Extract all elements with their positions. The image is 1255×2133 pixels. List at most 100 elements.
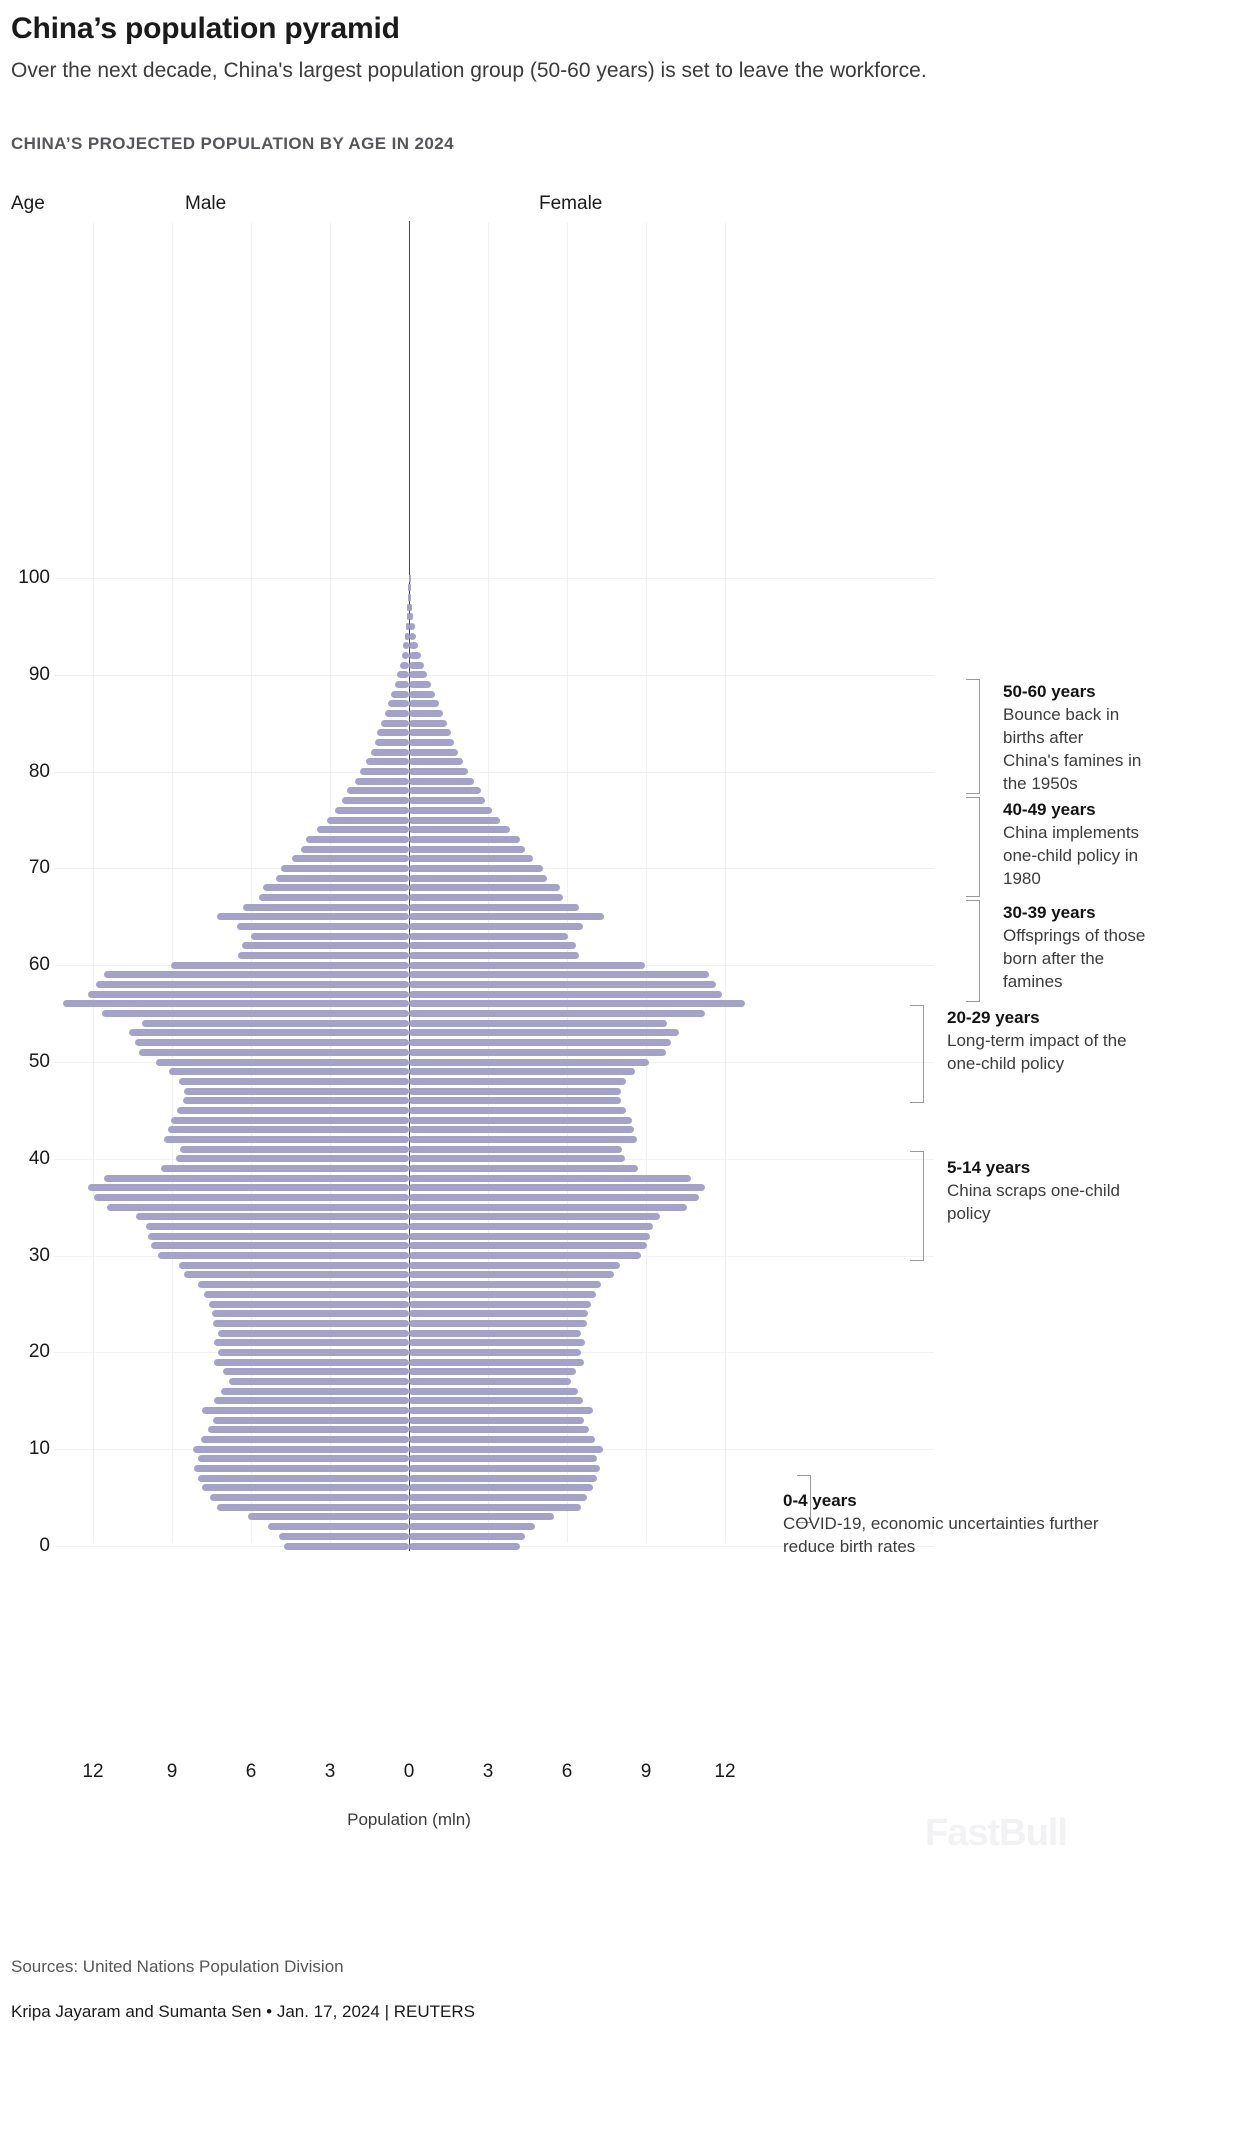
bar-male — [145, 1223, 409, 1231]
bar-male — [403, 642, 409, 650]
bar-male — [384, 710, 409, 718]
bar-male — [203, 1290, 409, 1298]
bar-male — [283, 1542, 409, 1550]
bar-female — [409, 1465, 600, 1473]
anno-20-29: 20-29 years Long-term impact of the one-c… — [947, 1007, 1162, 1075]
grid-line-vertical — [330, 223, 331, 1543]
bar-male — [170, 961, 409, 969]
bar-female — [409, 622, 415, 630]
bar-female — [409, 1048, 666, 1056]
bar-female — [409, 1261, 620, 1269]
bar-female — [409, 719, 448, 727]
bar-female — [409, 1532, 525, 1540]
bar-male — [214, 1397, 409, 1405]
x-axis-title: Population (mln) — [347, 1810, 471, 1829]
bar-female — [409, 1184, 706, 1192]
bar-female — [409, 1281, 602, 1289]
bar-male — [374, 739, 409, 747]
bar-male — [128, 1029, 409, 1037]
grid-line-vertical — [567, 223, 568, 1543]
x-axis-tick-label: 9 — [166, 1761, 178, 1782]
bar-female — [409, 777, 474, 785]
bar-male — [169, 1068, 409, 1076]
bar-male — [394, 680, 409, 688]
bar-female — [409, 797, 486, 805]
annotation-title: 5-14 years — [947, 1158, 1031, 1177]
bar-male — [301, 845, 409, 853]
bar-female — [409, 1397, 583, 1405]
anno-0-4: 0-4 years COVID-19, economic uncertaintie… — [783, 1490, 1113, 1558]
bar-female — [409, 942, 577, 950]
bar-female — [409, 1406, 594, 1414]
bar-female — [409, 1000, 745, 1008]
bar-male — [401, 651, 409, 659]
bar-female — [409, 1203, 687, 1211]
credit-line: Kripa Jayaram and Sumanta Sen • Jan. 17,… — [11, 2002, 475, 2021]
bar-male — [156, 1058, 409, 1066]
bar-female — [409, 1213, 661, 1221]
bar-female — [409, 574, 411, 582]
y-axis-tick-label: 100 — [18, 567, 50, 588]
y-axis-tick-label: 70 — [28, 857, 50, 879]
y-axis-tick-label: 90 — [28, 663, 50, 685]
bar-male — [148, 1232, 409, 1240]
bar-female — [409, 1358, 585, 1366]
bar-female — [409, 971, 710, 979]
bar-female — [409, 768, 469, 776]
bar-male — [198, 1455, 409, 1463]
x-axis-ticks: 12 9 6 3 0 3 6 9 12 — [0, 1761, 900, 1791]
chart-kicker: CHINA’S PROJECTED POPULATION BY AGE IN 2… — [11, 134, 454, 153]
bar-female — [409, 1416, 585, 1424]
x-axis-tick-label: 12 — [714, 1761, 736, 1782]
bar-male — [135, 1039, 409, 1047]
bar-male — [182, 1097, 409, 1105]
bar-male — [178, 1261, 409, 1269]
bar-female — [409, 1242, 648, 1250]
bar-female — [409, 584, 411, 592]
bar-female — [409, 1523, 536, 1531]
bar-male — [248, 1513, 409, 1521]
annotation-title: 50-60 years — [1003, 682, 1096, 701]
bar-female — [409, 1058, 649, 1066]
annotation-bracket — [797, 1475, 811, 1523]
bar-male — [150, 1242, 409, 1250]
bar-female — [409, 806, 492, 814]
bar-female — [409, 651, 422, 659]
bar-female — [409, 1484, 594, 1492]
bar-male — [220, 1387, 409, 1395]
bar-female — [409, 1339, 586, 1347]
bar-male — [183, 1087, 409, 1095]
bar-female — [409, 710, 444, 718]
bar-male — [381, 719, 409, 727]
bar-female — [409, 893, 564, 901]
watermark: FastBull — [925, 1812, 1068, 1854]
bar-female — [409, 680, 432, 688]
bar-male — [327, 816, 409, 824]
bar-female — [409, 1368, 577, 1376]
x-axis-tick-label: 0 — [403, 1761, 415, 1782]
bar-male — [405, 622, 409, 630]
bar-male — [276, 874, 409, 882]
bar-male — [370, 748, 409, 756]
y-axis-tick-label: 50 — [28, 1051, 50, 1072]
bar-male — [210, 1494, 409, 1502]
bar-female — [409, 1474, 598, 1482]
bar-male — [407, 603, 409, 611]
bar-male — [157, 1252, 409, 1260]
bar-female — [409, 1135, 637, 1143]
bar-male — [377, 729, 409, 737]
x-axis-tick-label: 9 — [640, 1761, 652, 1782]
bar-female — [409, 739, 454, 747]
annotation-body: Long-term impact of the one-child policy — [947, 1031, 1127, 1073]
bar-male — [198, 1281, 409, 1289]
bar-male — [170, 1116, 409, 1124]
bar-female — [409, 1348, 582, 1356]
bar-female — [409, 1223, 653, 1231]
bar-male — [178, 1077, 409, 1085]
bar-female — [409, 932, 569, 940]
annotation-bracket — [966, 900, 980, 1002]
bar-male — [102, 1010, 409, 1018]
x-axis-tick-label: 12 — [82, 1761, 104, 1782]
bar-male — [237, 952, 409, 960]
